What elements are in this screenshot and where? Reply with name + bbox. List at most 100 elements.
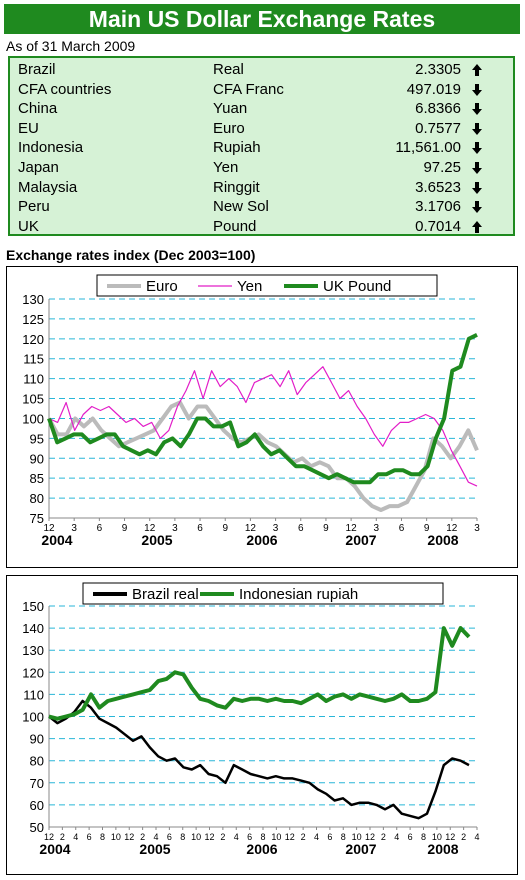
y-tick-label: 80	[30, 491, 44, 506]
x-tick-label: 6	[399, 523, 405, 534]
y-tick-label: 150	[22, 599, 44, 614]
y-tick-label: 110	[23, 372, 44, 387]
x-tick-label: 10	[271, 832, 281, 842]
x-tick-label: 4	[474, 832, 479, 842]
chart-legend: Euro Yen UK Pound	[96, 274, 438, 297]
index-chart-real-rupiah: Brazil real Indonesian rupiah 50 60 70 80 90 10…	[6, 575, 518, 875]
x-tick-label: 10	[111, 832, 121, 842]
x-tick-label: 3	[273, 523, 279, 534]
rate-country: Brazil	[18, 61, 56, 78]
year-label: 2008	[427, 532, 458, 548]
x-tick-label: 2	[60, 832, 65, 842]
x-tick-label: 8	[421, 832, 426, 842]
x-tick-label: 8	[100, 832, 105, 842]
rate-country: UK	[18, 217, 39, 235]
x-tick-label: 9	[222, 523, 228, 534]
rate-row: Malaysia Ringgit 3.6523	[10, 178, 513, 198]
x-tick-label: 6	[408, 832, 413, 842]
year-label: 2006	[246, 532, 277, 548]
x-tick-label: 10	[191, 832, 201, 842]
chart-section-title: Exchange rates index (Dec 2003=100)	[6, 247, 256, 263]
rate-country: Indonesia	[18, 139, 84, 157]
rate-row: Indonesia Rupiah 11,561.00	[10, 138, 513, 158]
arrow-down-icon	[472, 83, 482, 96]
x-tick-label: 6	[327, 832, 332, 842]
legend-label: Yen	[237, 278, 262, 295]
x-tick-label: 12	[346, 523, 358, 534]
chart-svg: Euro Yen UK Pound 75 80 85 90 95 100 105 110 115 120…	[22, 274, 480, 548]
y-tick-label: 105	[22, 392, 44, 407]
y-tick-label: 85	[30, 471, 44, 486]
x-tick-label: 9	[323, 523, 329, 534]
rate-row: Japan Yen 97.25	[10, 158, 513, 178]
x-tick-label: 4	[153, 832, 158, 842]
series-line	[48, 626, 471, 721]
legend-label: UK Pound	[323, 278, 391, 295]
rate-currency: Ringgit	[213, 178, 260, 196]
x-tick-label: 3	[71, 523, 77, 534]
rate-value: 0.7577	[415, 119, 461, 137]
y-tick-label: 140	[22, 621, 44, 636]
rate-value: 3.6523	[415, 178, 461, 196]
legend-box	[82, 582, 444, 605]
x-tick-label: 12	[124, 832, 134, 842]
rate-country: Peru	[18, 198, 50, 216]
x-tick-label: 4	[314, 832, 319, 842]
arrow-down-icon	[472, 162, 482, 174]
y-tick-label: 130	[22, 643, 44, 658]
legend-label: Indonesian rupiah	[239, 586, 358, 603]
y-tick-label: 75	[30, 511, 44, 526]
x-tick-label: 4	[234, 832, 239, 842]
rate-value: 6.8366	[415, 100, 461, 118]
rate-country: CFA countries	[18, 80, 112, 98]
y-tick-label: 100	[22, 411, 44, 426]
y-tick-label: 95	[30, 431, 44, 446]
series-line	[47, 333, 478, 485]
y-tick-label: 100	[22, 710, 44, 725]
rate-currency: Yuan	[213, 100, 248, 118]
x-tick-label: 12	[365, 832, 375, 842]
rate-country: Japan	[18, 159, 59, 176]
x-tick-label: 2	[140, 832, 145, 842]
rates-table: Brazil Real 2.3305 CFA countries CFA Franc 49…	[8, 56, 515, 236]
rate-currency: Pound	[213, 217, 257, 235]
x-tick-label: 3	[172, 523, 178, 534]
year-label: 2006	[246, 841, 277, 857]
chart-svg: Brazil real Indonesian rupiah 50 60 70 80 90 10…	[22, 582, 480, 857]
x-tick-label: 6	[97, 523, 103, 534]
rate-row: CFA countries CFA Franc 497.019	[10, 80, 513, 100]
x-tick-label: 10	[432, 832, 442, 842]
x-tick-label: 12	[245, 523, 257, 534]
x-tick-label: 6	[87, 832, 92, 842]
x-tick-label: 3	[374, 523, 380, 534]
x-tick-label: 12	[446, 523, 458, 534]
page-title: Main US Dollar Exchange Rates	[4, 4, 520, 34]
x-tick-label: 6	[247, 832, 252, 842]
rate-value: 3.1706	[415, 198, 461, 216]
y-tick-label: 50	[30, 820, 44, 835]
arrow-down-icon	[472, 122, 482, 135]
arrow-down-icon	[472, 103, 482, 116]
rate-value: 2.3305	[415, 61, 461, 78]
y-tick-label: 120	[22, 332, 44, 347]
rate-currency: Real	[213, 61, 244, 78]
x-tick-label: 2	[381, 832, 386, 842]
rate-currency: Rupiah	[213, 139, 261, 157]
series-line	[48, 699, 470, 820]
as-of-date: As of 31 March 2009	[6, 38, 136, 54]
x-tick-label: 12	[445, 832, 455, 842]
legend-label: Brazil real	[132, 586, 199, 603]
x-tick-label: 6	[298, 523, 304, 534]
x-tick-label: 12	[144, 523, 156, 534]
legend-box	[96, 274, 438, 297]
y-tick-label: 80	[30, 754, 44, 769]
rate-row: China Yuan 6.8366	[10, 99, 513, 119]
y-tick-label: 125	[22, 312, 44, 327]
x-tick-label: 2	[301, 832, 306, 842]
x-tick-label: 8	[341, 832, 346, 842]
index-chart-euro-yen-pound: Euro Yen UK Pound 75 80 85 90 95 100 105 110 115 120…	[6, 266, 518, 568]
rate-row: UK Pound 0.7014	[10, 217, 513, 237]
y-tick-label: 70	[30, 776, 44, 791]
x-tick-label: 6	[167, 832, 172, 842]
x-tick-label: 9	[122, 523, 128, 534]
